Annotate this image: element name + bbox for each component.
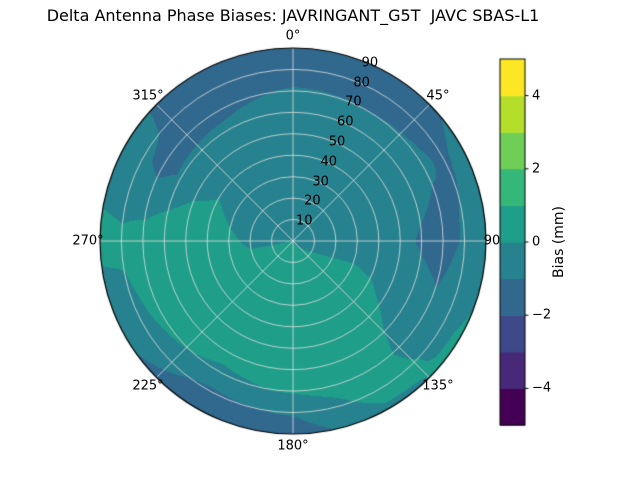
colorbar-axis-label: Bias (mm) — [551, 205, 567, 279]
theta-tick-label: 135° — [422, 378, 454, 394]
theta-tick-label: 270° — [72, 233, 104, 249]
colorbar-tick-label: 4 — [532, 88, 541, 104]
radial-tick-label: 70 — [345, 94, 362, 110]
colorbar-tick-label: 2 — [532, 161, 541, 177]
radial-tick-label: 80 — [353, 75, 370, 90]
theta-tick-label: 90 — [483, 233, 501, 249]
radial-tick-label: 30 — [312, 174, 329, 190]
radial-tick-label: 60 — [336, 114, 354, 130]
theta-tick-label: 45° — [426, 88, 450, 104]
theta-tick-label: 225° — [132, 378, 164, 394]
radial-tick-label: 10 — [295, 213, 313, 229]
radial-tick-label: 20 — [304, 193, 321, 209]
theta-tick-label: 0° — [285, 28, 301, 44]
theta-tick-label: 315° — [132, 88, 164, 104]
radial-tick-label: 40 — [320, 154, 338, 170]
colorbar-tick-label: −4 — [532, 380, 552, 396]
colorbar-tick-label: −2 — [532, 307, 552, 323]
theta-tick-label: 180° — [277, 438, 309, 454]
radial-tick-label: 90 — [361, 55, 379, 71]
colorbar-tick-label: 0 — [532, 234, 541, 250]
radial-tick-label: 50 — [328, 134, 346, 150]
